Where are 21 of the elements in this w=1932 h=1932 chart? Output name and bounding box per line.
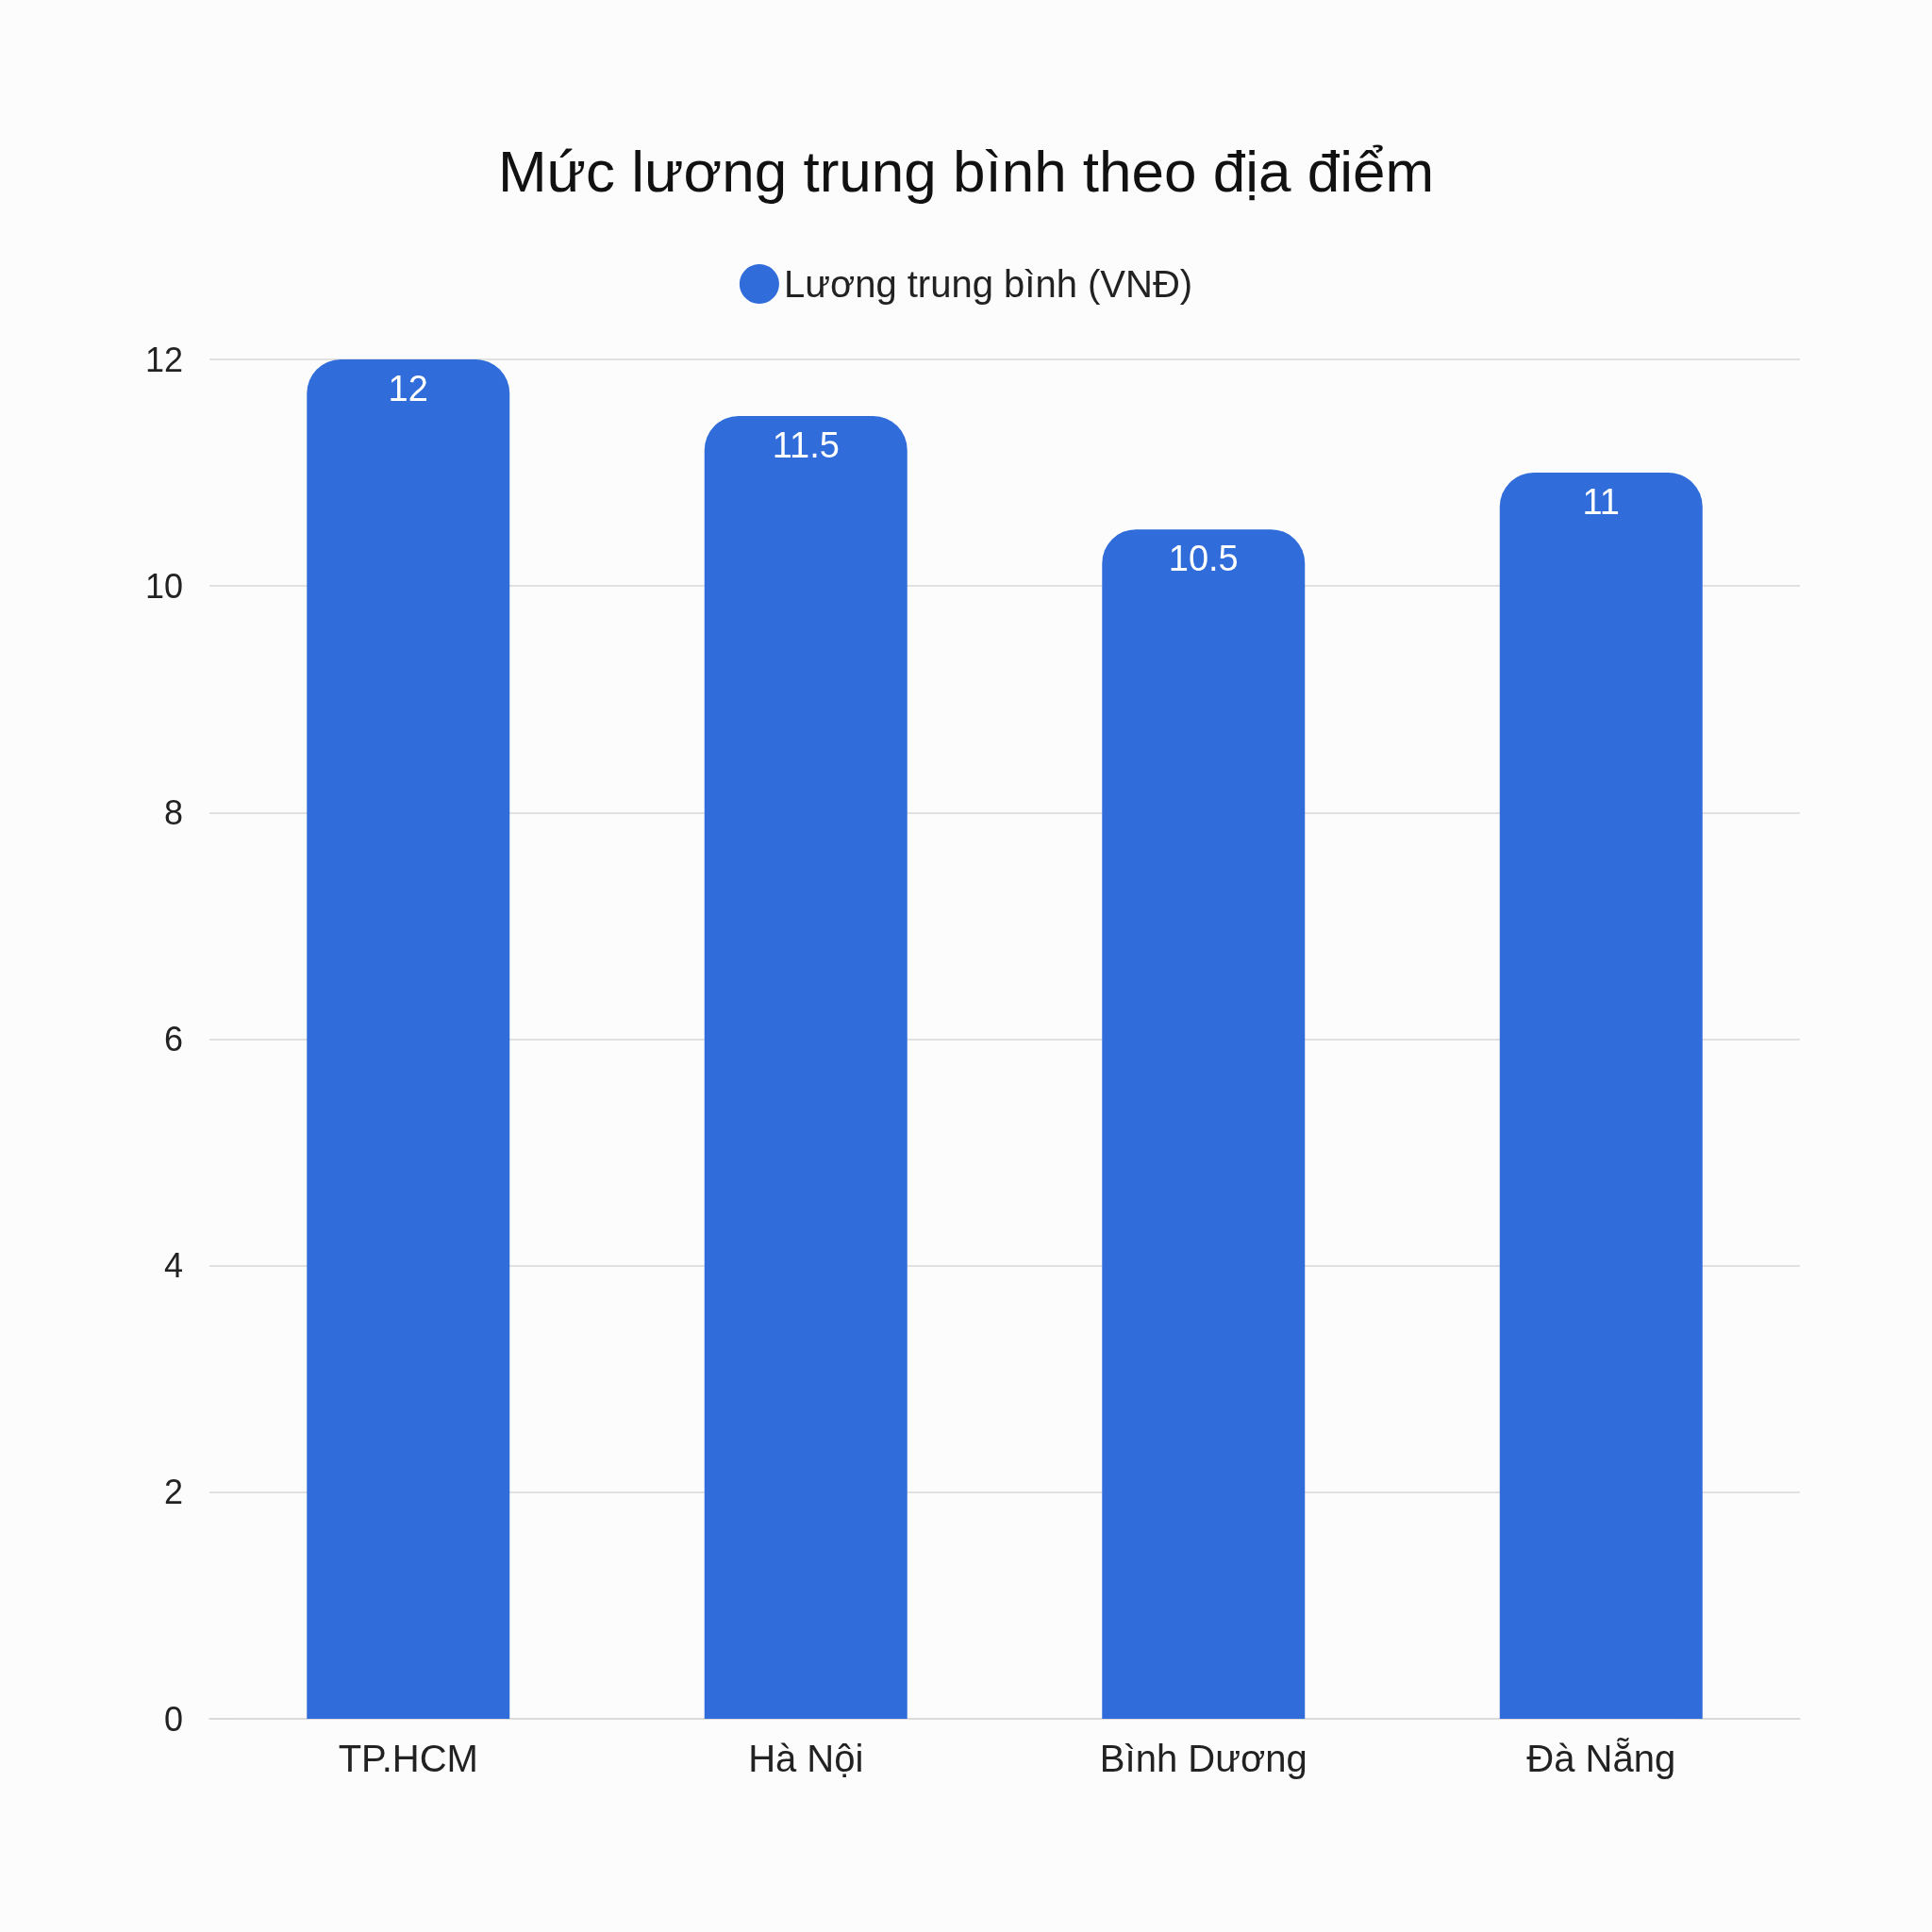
y-tick-label: 0	[163, 1699, 183, 1739]
x-tick-label: TP.HCM	[338, 1738, 478, 1779]
chart-title: Mức lương trung bình theo địa điểm	[497, 138, 1435, 204]
bar	[307, 359, 510, 1719]
data-label: 11	[1582, 482, 1620, 523]
x-tick-label: Bình Dương	[1099, 1738, 1307, 1779]
bar	[1102, 529, 1306, 1719]
x-tick-label: Đà Nẵng	[1526, 1738, 1676, 1779]
y-tick-label: 4	[163, 1246, 183, 1286]
legend-label: Lương trung bình (VNĐ)	[783, 263, 1193, 305]
bar	[1499, 473, 1703, 1719]
data-label: 10.5	[1168, 539, 1239, 579]
x-tick-label: Hà Nội	[748, 1738, 864, 1779]
y-tick-label: 12	[144, 340, 183, 379]
bar	[704, 416, 908, 1719]
y-tick-label: 6	[163, 1020, 183, 1058]
data-label: 11.5	[772, 425, 840, 466]
data-label: 12	[388, 369, 428, 408]
y-tick-label: 2	[163, 1473, 183, 1512]
y-tick-label: 8	[163, 792, 183, 832]
y-tick-label: 10	[144, 566, 183, 606]
